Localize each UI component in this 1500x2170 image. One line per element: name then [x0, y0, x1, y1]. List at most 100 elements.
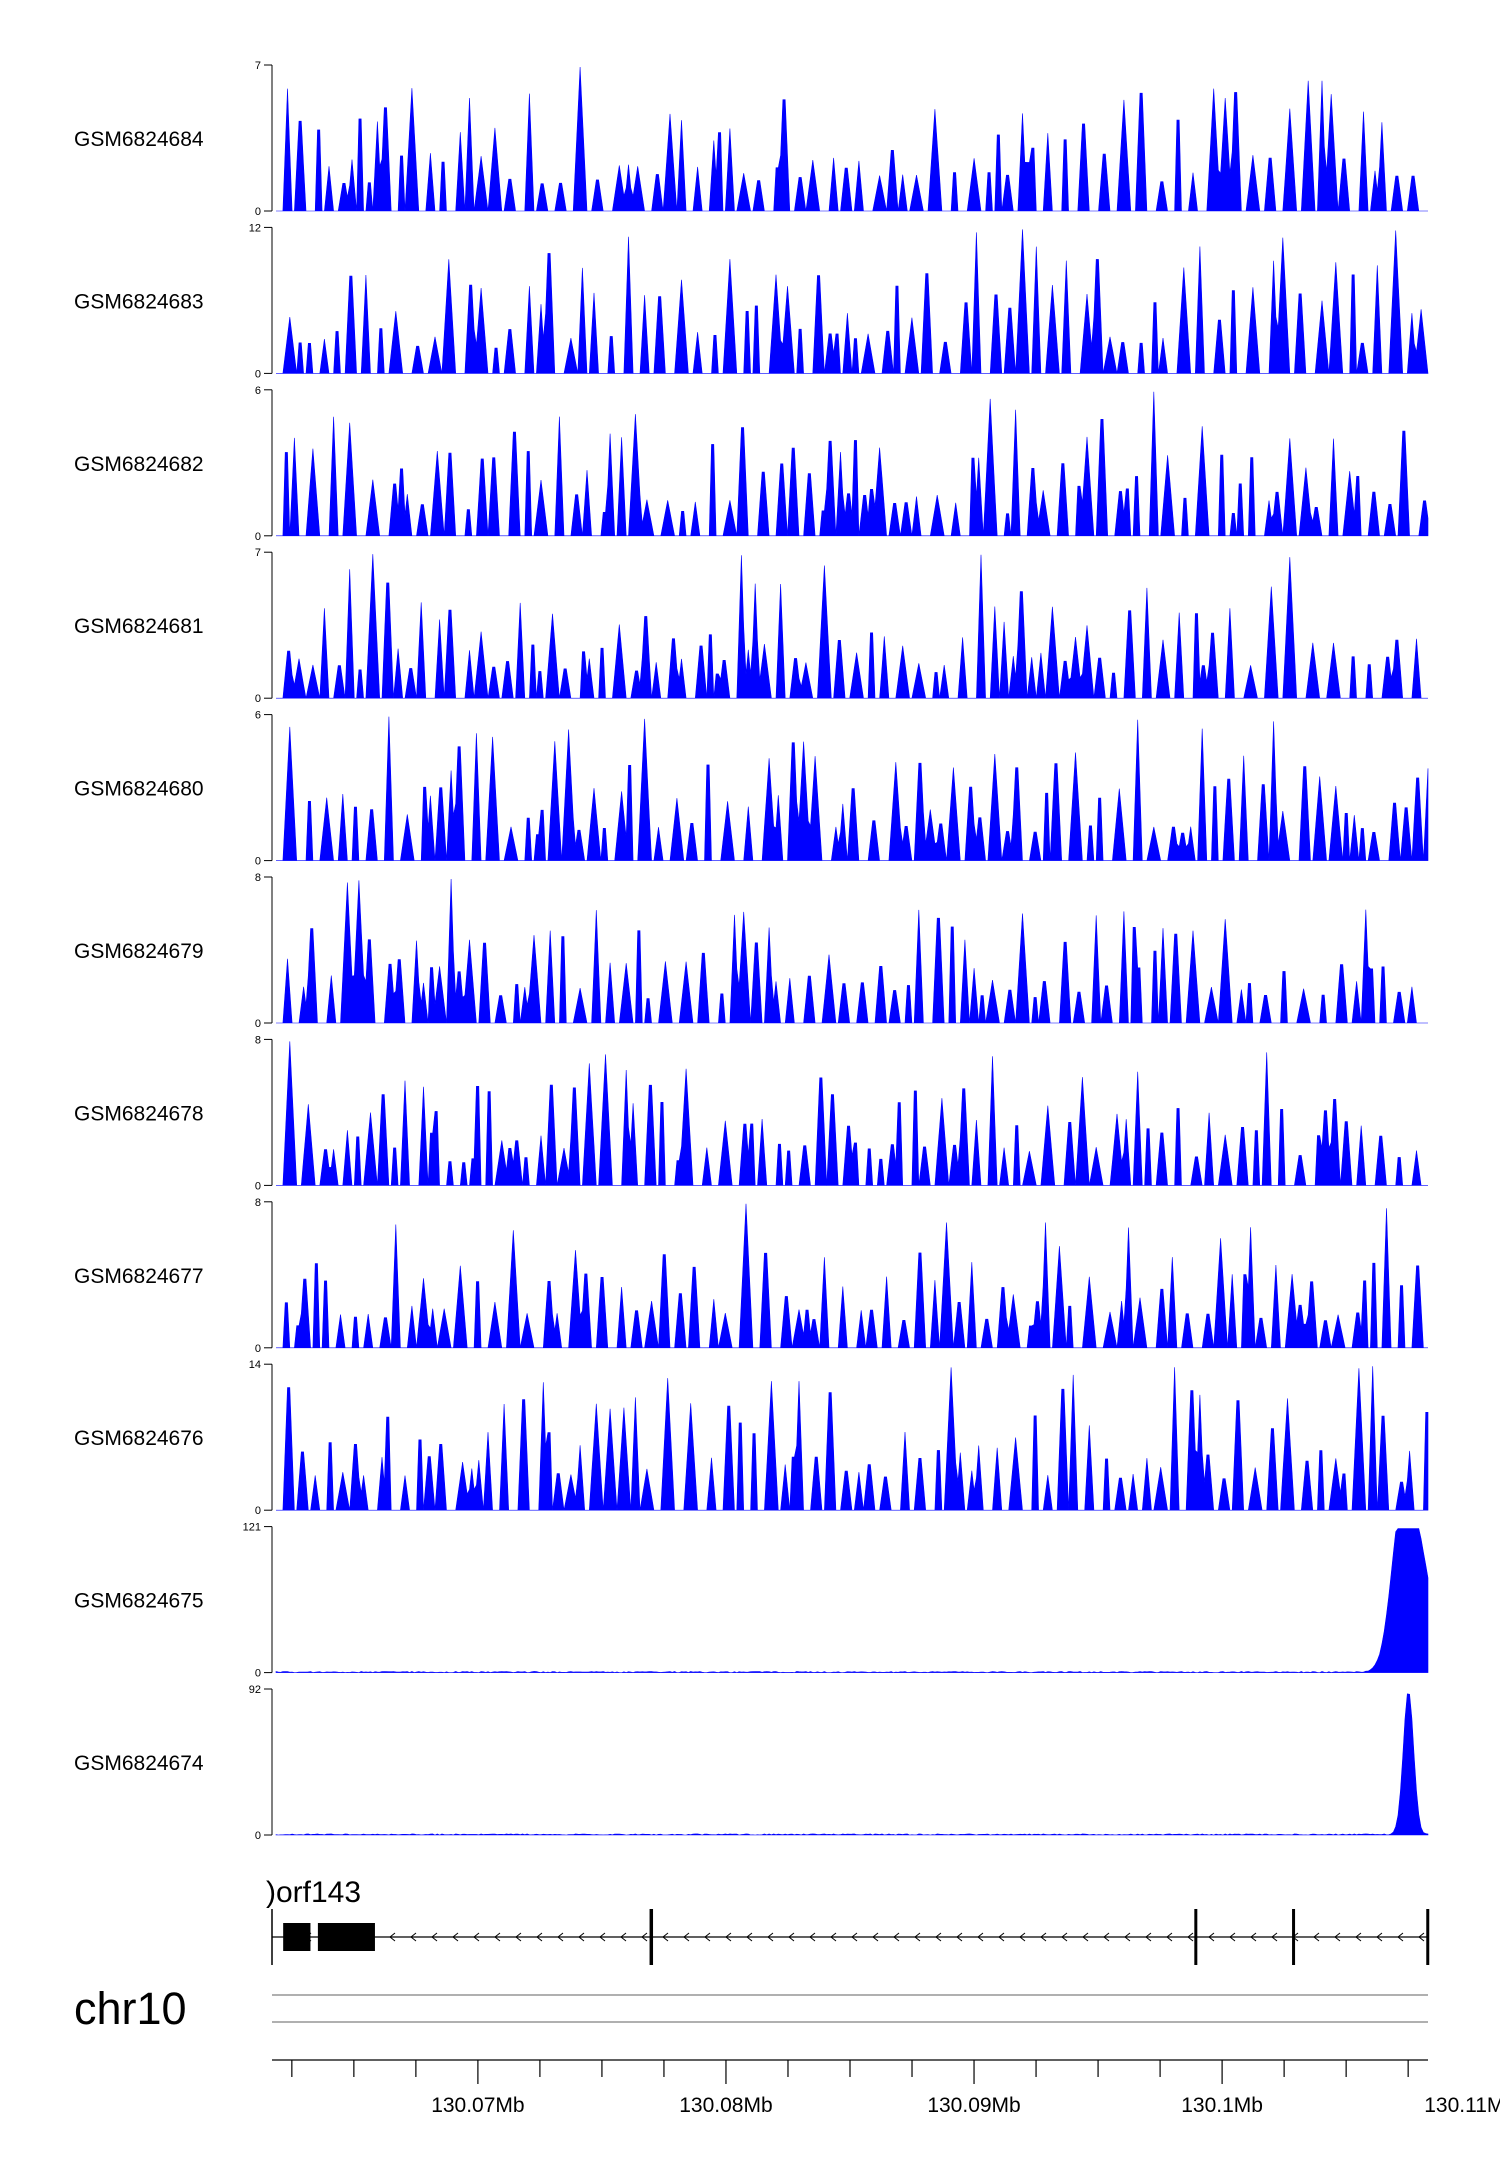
y-axis-min-label: 0 [255, 693, 261, 705]
strand-arrow [746, 1932, 753, 1942]
coverage-track: GSM6824680 6 0 [74, 710, 1429, 868]
track-label: GSM6824677 [74, 1265, 204, 1288]
strand-arrow [935, 1932, 942, 1942]
y-axis-max-label: 6 [255, 385, 261, 397]
coverage-area [275, 1528, 1429, 1673]
gene-exon [649, 1909, 654, 1965]
strand-arrow [557, 1932, 564, 1942]
strand-arrow [1187, 1932, 1194, 1942]
coverage-track: GSM6824682 6 0 [74, 385, 1429, 543]
y-axis-max-label: 8 [255, 872, 261, 884]
strand-arrow [1250, 1932, 1257, 1942]
strand-arrow [1397, 1932, 1404, 1942]
strand-arrow [1334, 1932, 1341, 1942]
track-label: GSM6824675 [74, 1590, 204, 1613]
strand-arrow [1124, 1932, 1131, 1942]
gene-label: )orf143 [266, 1876, 361, 1909]
strand-arrow [620, 1932, 627, 1942]
strand-arrow [1082, 1932, 1089, 1942]
gene-exon [317, 1923, 375, 1951]
strand-arrow [1208, 1932, 1215, 1942]
x-axis-tick-label: 130.1Mb [1181, 2094, 1263, 2117]
coverage-area [276, 1366, 1429, 1511]
strand-arrow [725, 1932, 732, 1942]
strand-arrow [1019, 1932, 1026, 1942]
track-label: GSM6824676 [74, 1427, 204, 1450]
y-axis-max-label: 8 [255, 1197, 261, 1209]
coverage-area [276, 66, 1428, 212]
strand-arrow [956, 1932, 963, 1942]
y-axis-min-label: 0 [255, 1180, 261, 1192]
strand-arrow [431, 1932, 438, 1942]
coverage-track: GSM6824678 8 0 [74, 1034, 1428, 1192]
strand-arrow [1040, 1932, 1047, 1942]
coverage-track: GSM6824677 8 0 [74, 1197, 1428, 1355]
coverage-track: GSM6824679 8 0 [74, 872, 1428, 1030]
y-axis-max-label: 7 [255, 547, 261, 559]
y-axis-max-label: 121 [243, 1522, 261, 1534]
coverage-area [276, 554, 1428, 699]
coverage-area [276, 1041, 1428, 1186]
gene-annotation-track: )orf143 [266, 1876, 1430, 1965]
coverage-track: GSM6824683 12 0 [74, 222, 1429, 380]
track-label: GSM6824674 [74, 1752, 204, 1775]
strand-arrow [977, 1932, 984, 1942]
x-axis-tick-label: 130.09Mb [927, 2094, 1020, 2117]
coverage-area [276, 878, 1428, 1024]
strand-arrow [1061, 1932, 1068, 1942]
y-axis-min-label: 0 [255, 206, 261, 218]
strand-arrow [515, 1932, 522, 1942]
y-axis-min-label: 0 [255, 856, 261, 868]
strand-arrow [452, 1932, 459, 1942]
strand-arrow [767, 1932, 774, 1942]
strand-arrow [1376, 1932, 1383, 1942]
chromosome-label: chr10 [74, 1983, 187, 2034]
coverage-track: GSM6824676 14 0 [74, 1359, 1429, 1517]
y-axis-min-label: 0 [255, 1343, 261, 1355]
coverage-area [275, 1693, 1429, 1836]
coverage-area [276, 229, 1429, 374]
coverage-track: GSM6824684 7 0 [74, 60, 1428, 218]
strand-arrow [851, 1932, 858, 1942]
track-label: GSM6824678 [74, 1102, 204, 1125]
track-label: GSM6824684 [74, 128, 204, 151]
strand-arrow [1271, 1932, 1278, 1942]
strand-arrow [410, 1932, 417, 1942]
y-axis-min-label: 0 [255, 531, 261, 543]
genome-axis-track: chr10 130.07Mb 130.08Mb 130.09Mb 130.1Mb 130.… [74, 1983, 1500, 2117]
strand-arrow [1166, 1932, 1173, 1942]
track-label: GSM6824679 [74, 940, 204, 963]
gene-exon [1194, 1909, 1198, 1965]
strand-arrow [830, 1932, 837, 1942]
track-label: GSM6824680 [74, 778, 204, 801]
coverage-area [276, 391, 1429, 537]
x-axis-tick-label: 130.07Mb [431, 2094, 524, 2117]
strand-arrow [662, 1932, 669, 1942]
strand-arrow [914, 1932, 921, 1942]
coverage-track: GSM6824681 7 0 [74, 547, 1428, 705]
y-axis-min-label: 0 [255, 1018, 261, 1030]
coverage-area [276, 1203, 1428, 1349]
y-axis-max-label: 8 [255, 1034, 261, 1046]
strand-arrow [494, 1932, 501, 1942]
coverage-track: GSM6824674 92 0 [74, 1684, 1429, 1842]
coverage-track: GSM6824675 121 0 [74, 1522, 1429, 1680]
y-axis-min-label: 0 [255, 1830, 261, 1842]
gene-exon [1292, 1909, 1296, 1965]
strand-arrow [683, 1932, 690, 1942]
gene-exon [1426, 1909, 1430, 1965]
strand-arrow [1229, 1932, 1236, 1942]
strand-arrow [578, 1932, 585, 1942]
track-label: GSM6824681 [74, 615, 204, 638]
y-axis-max-label: 14 [249, 1359, 261, 1371]
x-axis-tick-label: 130.11Mb [1424, 2094, 1500, 2117]
strand-arrow [788, 1932, 795, 1942]
strand-arrow [809, 1932, 816, 1942]
strand-arrow [1313, 1932, 1320, 1942]
strand-arrow [998, 1932, 1005, 1942]
track-label: GSM6824682 [74, 453, 204, 476]
strand-arrow [1103, 1932, 1110, 1942]
gene-exon [283, 1923, 311, 1951]
strand-arrow [389, 1932, 396, 1942]
